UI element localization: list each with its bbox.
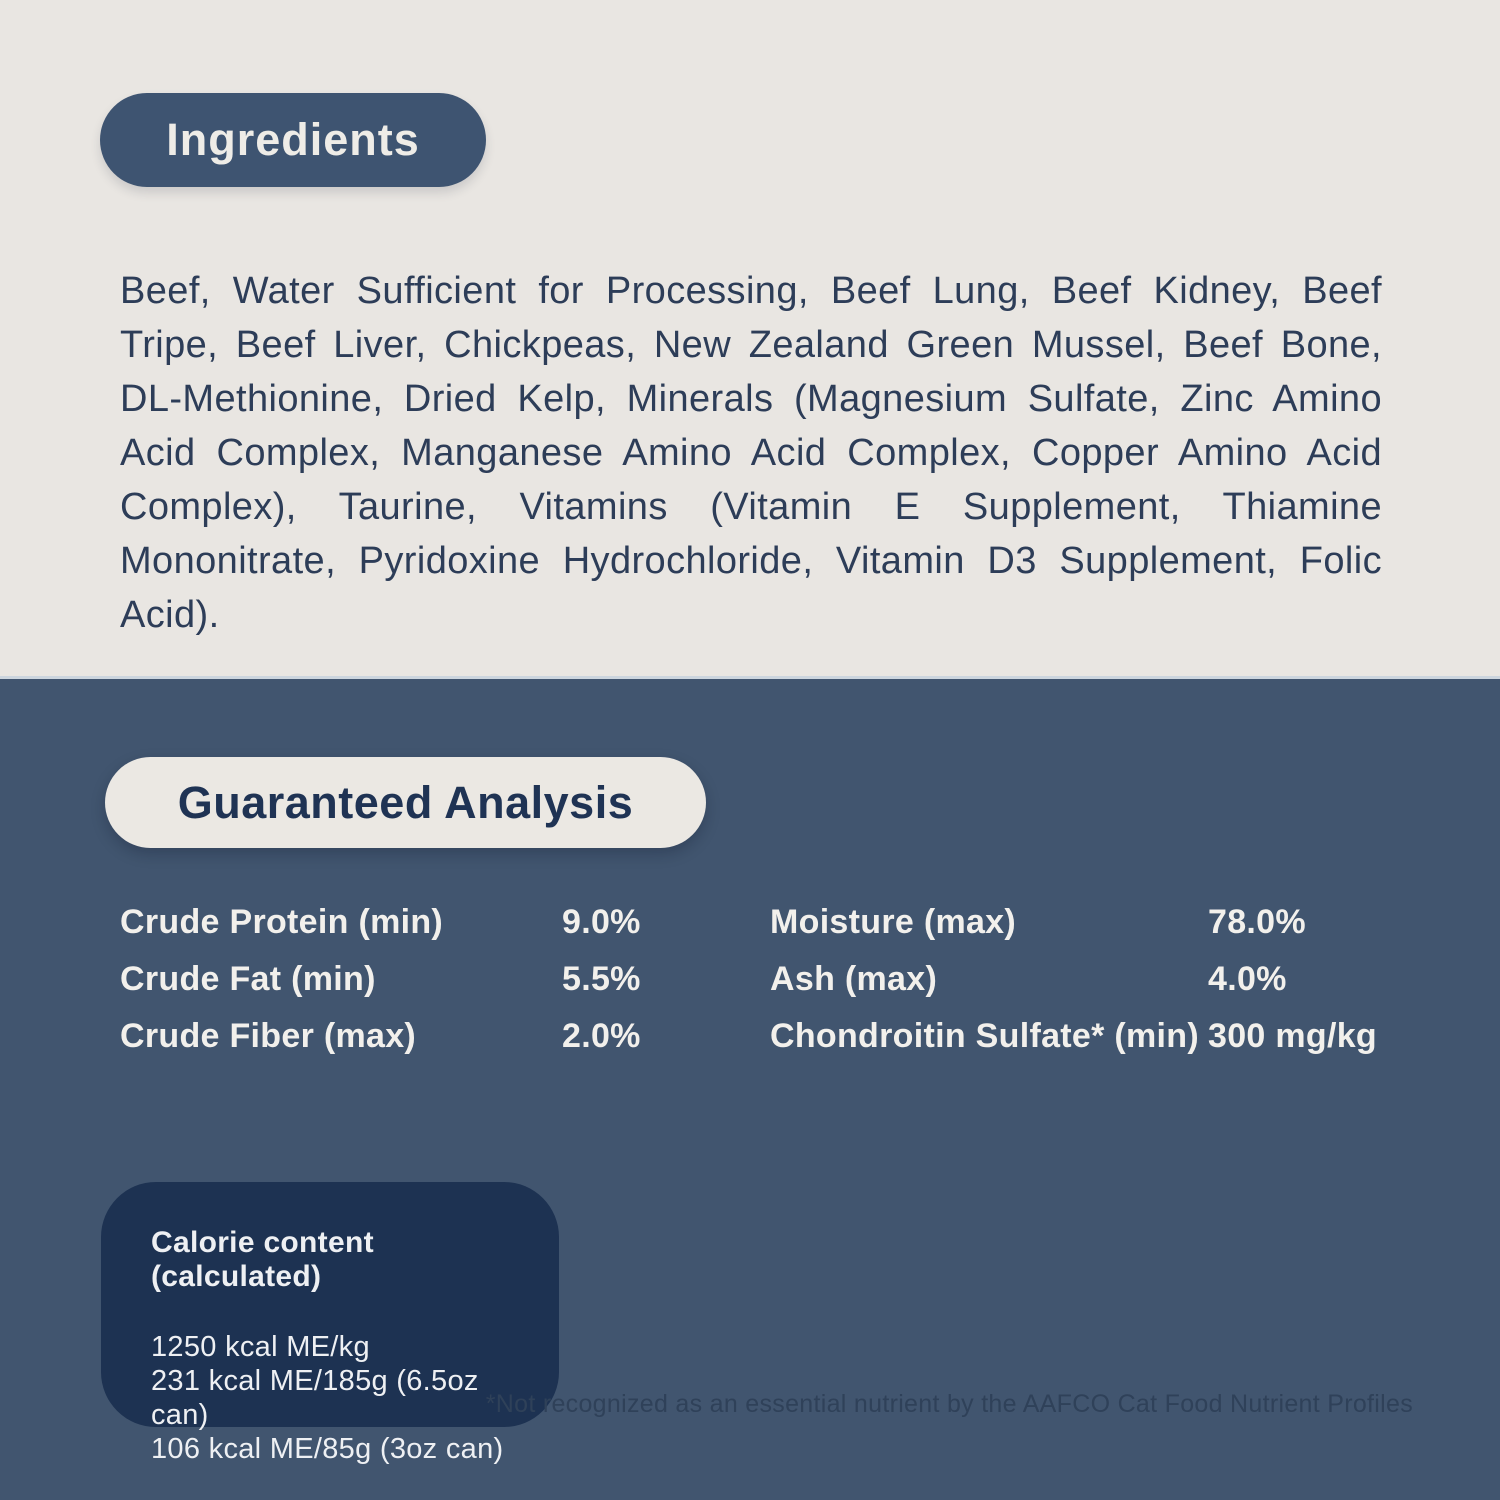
analysis-label: Crude Fiber (max) [120, 1017, 417, 1055]
analysis-value: 2.0% [562, 1017, 641, 1055]
analysis-label: Chondroitin Sulfate* (min) [770, 1017, 1199, 1055]
ingredients-text: Beef, Water Sufficient for Processing, B… [120, 270, 1382, 636]
guaranteed-analysis-section: Guaranteed Analysis Crude Protein (min) … [0, 679, 1500, 1500]
analysis-label: Crude Fat (min) [120, 960, 376, 998]
analysis-value: 78.0% [1208, 903, 1306, 941]
analysis-value: 5.5% [562, 960, 641, 998]
ingredients-title: Ingredients [166, 114, 420, 165]
analysis-label: Moisture (max) [770, 903, 1017, 941]
analysis-value: 9.0% [562, 903, 641, 941]
aafco-footnote: *Not recognized as an essential nutrient… [485, 1390, 1413, 1418]
calorie-content-title: Calorie content (calculated) [151, 1226, 374, 1293]
guaranteed-analysis-table: Crude Protein (min) 9.0% Moisture (max) … [120, 902, 1412, 1073]
calorie-content-box: Calorie content (calculated) 1250 kcal M… [101, 1182, 559, 1465]
calorie-line-kg: 1250 kcal ME/kg [151, 1331, 370, 1363]
analysis-value: 4.0% [1208, 960, 1287, 998]
section-divider [0, 676, 1500, 679]
guaranteed-analysis-title: Guaranteed Analysis [177, 776, 634, 828]
calorie-line-small-can: 106 kcal ME/85g (3oz can) [151, 1433, 504, 1465]
analysis-label: Ash (max) [770, 960, 938, 998]
ingredients-title-pill: Ingredients [100, 93, 486, 187]
analysis-value: 300 mg/kg [1208, 1017, 1377, 1055]
guaranteed-analysis-title-pill: Guaranteed Analysis [105, 757, 706, 848]
analysis-label: Crude Protein (min) [120, 903, 444, 941]
calorie-line-large-can: 231 kcal ME/185g (6.5oz can) [151, 1365, 479, 1431]
